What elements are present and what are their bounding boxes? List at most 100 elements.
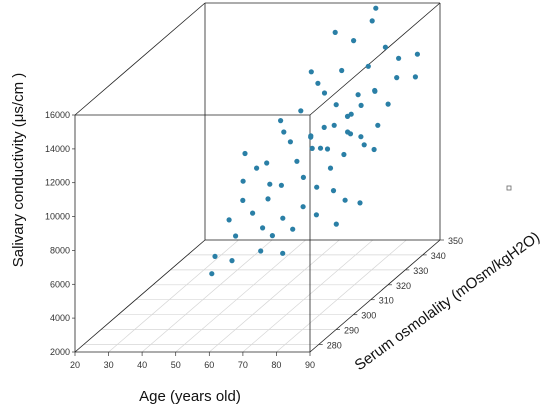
- z-axis-title: Salivary conductivity (μs/cm ): [10, 73, 27, 268]
- plot-box: [74, 2, 441, 353]
- y-tick-label: 320: [396, 281, 411, 291]
- data-point: [373, 5, 379, 11]
- z-tick-label: 14000: [45, 144, 70, 154]
- data-point: [324, 146, 331, 152]
- data-point: [278, 182, 284, 188]
- data-point: [250, 210, 256, 216]
- data-point: [394, 75, 400, 81]
- tick-labels: 20 30 40 50 60 70 80 90 280290300310320330340350…: [45, 110, 463, 370]
- stray-marker: [506, 185, 512, 191]
- data-point: [294, 158, 300, 164]
- z-tick-label: 10000: [45, 212, 70, 222]
- floor-grid-line: [141, 239, 273, 353]
- data-point: [330, 188, 337, 194]
- box-edge: [74, 2, 206, 116]
- data-point: [281, 129, 287, 135]
- data-point: [365, 63, 371, 69]
- data-point: [345, 129, 351, 135]
- box-edge: [74, 239, 206, 353]
- data-point: [287, 139, 293, 145]
- data-point: [308, 134, 314, 140]
- data-point: [321, 90, 328, 96]
- data-points: [209, 5, 420, 277]
- data-point: [332, 29, 338, 35]
- box-edge: [309, 2, 441, 116]
- data-point: [260, 225, 266, 231]
- data-point: [382, 44, 388, 50]
- data-point: [313, 212, 319, 218]
- grid-layer: [74, 239, 441, 353]
- data-point: [315, 80, 321, 86]
- data-point: [278, 118, 284, 124]
- data-point: [233, 233, 239, 239]
- box-edge: [309, 239, 441, 353]
- floor-grid-line: [242, 239, 374, 353]
- data-point: [331, 122, 337, 128]
- x-tick-label: 30: [104, 360, 114, 370]
- y-tick-label: 280: [327, 341, 342, 351]
- data-point: [372, 88, 378, 94]
- data-point: [396, 55, 402, 61]
- data-point: [344, 113, 351, 119]
- data-point: [300, 204, 306, 210]
- data-point: [375, 122, 381, 128]
- x-tick-label: 90: [305, 360, 315, 370]
- data-point: [308, 69, 314, 75]
- x-tick-label: 40: [137, 360, 147, 370]
- y-tick-label: 330: [413, 266, 428, 276]
- data-point: [333, 221, 339, 227]
- data-point: [314, 184, 320, 190]
- data-point: [254, 165, 260, 171]
- data-point: [280, 215, 286, 221]
- floor-grid-line: [108, 239, 239, 353]
- data-point: [269, 233, 275, 239]
- data-point: [229, 258, 235, 264]
- y-tick-label: 340: [431, 251, 446, 261]
- data-point: [280, 250, 286, 256]
- data-point: [385, 101, 391, 107]
- z-tick-label: 12000: [45, 178, 70, 188]
- data-point: [339, 67, 345, 74]
- x-tick-label: 70: [238, 360, 248, 370]
- x-tick-label: 60: [204, 360, 214, 370]
- data-point: [357, 200, 363, 206]
- data-point: [351, 38, 357, 44]
- data-point: [240, 197, 246, 203]
- floor-grid-line: [175, 239, 306, 353]
- x-tick-label: 80: [271, 360, 281, 370]
- data-point: [267, 181, 273, 187]
- data-point: [242, 150, 248, 157]
- x-axis-title: Age (years old): [139, 388, 241, 405]
- data-point: [341, 151, 347, 158]
- data-point: [327, 165, 334, 171]
- data-point: [309, 145, 315, 151]
- floor-grid-line: [276, 239, 407, 353]
- z-tick-label: 16000: [45, 110, 70, 120]
- x-tick-label: 20: [70, 360, 80, 370]
- data-point: [226, 217, 232, 223]
- z-tick-label: 2000: [50, 347, 70, 357]
- data-point: [369, 18, 375, 24]
- data-point: [258, 248, 264, 254]
- data-point: [333, 102, 339, 108]
- y-tick-label: 310: [379, 296, 394, 306]
- data-point: [355, 92, 361, 98]
- y-tick-label: 350: [448, 236, 463, 246]
- data-point: [358, 102, 364, 108]
- data-point: [209, 271, 215, 277]
- data-point: [361, 142, 367, 148]
- data-point: [358, 134, 364, 140]
- z-tick-label: 6000: [50, 279, 70, 289]
- data-point: [371, 146, 377, 153]
- data-point: [265, 196, 271, 202]
- data-point: [264, 160, 270, 166]
- data-point: [317, 145, 324, 151]
- data-point: [342, 197, 348, 203]
- data-point: [298, 108, 304, 114]
- floor-grid-line: [209, 239, 340, 353]
- y-tick-label: 300: [361, 311, 376, 321]
- data-point: [321, 124, 327, 130]
- data-point: [290, 226, 296, 232]
- data-point: [212, 253, 218, 259]
